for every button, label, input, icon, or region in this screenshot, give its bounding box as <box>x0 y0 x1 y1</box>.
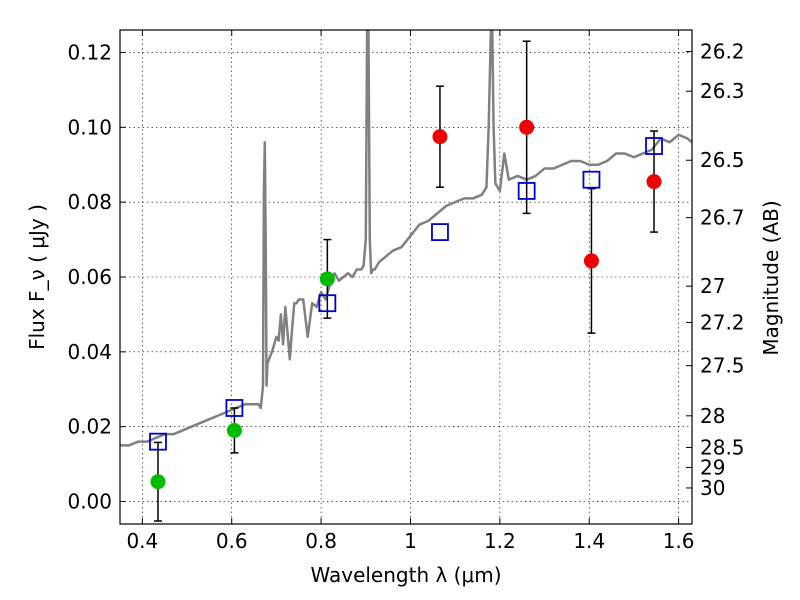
mag-tick-label: 27.2 <box>700 310 745 334</box>
mag-tick-label: 28.5 <box>700 435 745 459</box>
x-tick-label: 0.4 <box>126 529 158 553</box>
axis-ticks: 0.4 0.6 0.8 1 1.2 1.4 1.6 0.00 0.02 0.04 0.06 0.08 0… <box>67 30 745 553</box>
mag-tick-label: 28 <box>700 404 725 428</box>
model-square-point <box>582 170 601 189</box>
observed-point <box>583 253 599 269</box>
model-square-point <box>225 399 244 417</box>
y-tick-label: 0.04 <box>67 340 112 364</box>
observed-point <box>319 271 335 287</box>
mag-tick-label: 27.5 <box>700 354 745 378</box>
mag-tick-label: 30 <box>700 476 725 500</box>
x-tick-label: 1 <box>404 529 417 553</box>
y-tick-label: 0.10 <box>67 115 112 139</box>
x-tick-label: 0.6 <box>216 529 248 553</box>
mag-tick-label: 26.2 <box>700 40 745 64</box>
spectrum-line <box>120 30 692 447</box>
model-square-point <box>149 432 167 451</box>
observed-point <box>226 422 242 438</box>
mag-tick-label: 26.5 <box>700 148 745 172</box>
y-axis-label-right: Magnitude (AB) <box>759 200 783 355</box>
y-tick-label: 0.12 <box>67 40 112 64</box>
y-tick-label: 0.06 <box>67 265 112 289</box>
plot-area <box>120 30 692 522</box>
grid <box>120 30 692 524</box>
observed-point <box>519 119 535 135</box>
observed-point <box>432 129 448 145</box>
model-square-point <box>517 182 536 200</box>
observed-point <box>646 174 662 190</box>
mag-tick-label: 26.7 <box>700 206 745 230</box>
model-square-point <box>645 137 663 155</box>
model-square-point <box>431 223 449 241</box>
x-axis-label: Wavelength λ (μm) <box>310 563 501 587</box>
mag-tick-label: 26.3 <box>700 79 745 103</box>
x-tick-label: 1.2 <box>484 529 516 553</box>
x-tick-label: 1.4 <box>573 529 605 553</box>
mag-tick-label: 29 <box>700 455 725 479</box>
y-axis-label-left: Flux F_ν ( μJy ) <box>25 204 49 350</box>
observed-point <box>150 474 166 490</box>
x-tick-label: 1.6 <box>663 529 695 553</box>
y-tick-label: 0.08 <box>67 190 112 214</box>
mag-tick-label: 27 <box>700 274 725 298</box>
x-tick-label: 0.8 <box>305 529 337 553</box>
y-tick-label: 0.00 <box>67 490 112 514</box>
model-square-point <box>318 294 337 313</box>
y-tick-label: 0.02 <box>67 415 112 439</box>
